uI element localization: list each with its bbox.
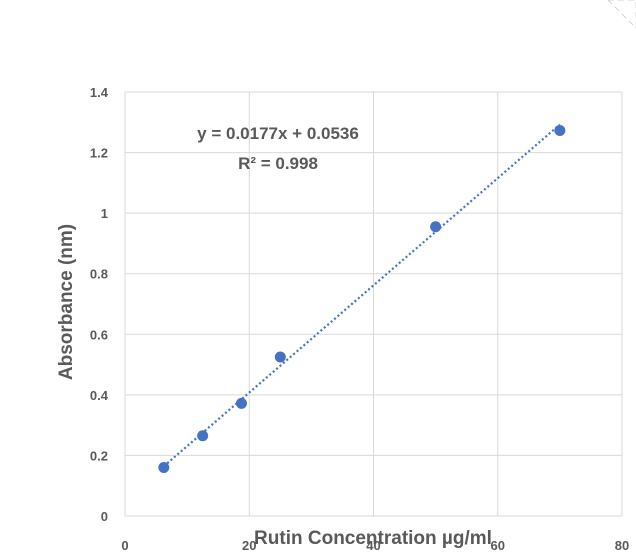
data-point — [158, 462, 170, 474]
y-tick-label: 0.6 — [90, 327, 108, 342]
y-tick-label: 1.2 — [90, 146, 108, 161]
data-points — [158, 124, 566, 474]
data-point — [274, 351, 286, 363]
y-tick-label: 1 — [101, 206, 108, 221]
y-tick-label: 0 — [101, 509, 108, 524]
x-axis-title: Rutin Concentration µg/ml — [254, 528, 492, 549]
data-point — [197, 430, 209, 442]
x-tick-label: 40 — [366, 538, 380, 553]
y-axis-title: Absorbance (nm) — [56, 224, 77, 380]
axes — [124, 92, 622, 517]
y-tick-label: 0.2 — [90, 448, 108, 463]
data-point — [430, 221, 442, 233]
data-point — [235, 397, 247, 409]
y-tick-label: 0.4 — [90, 388, 109, 403]
x-tick-label: 0 — [121, 538, 128, 553]
x-tick-label: 20 — [242, 538, 256, 553]
trendline — [163, 123, 561, 468]
trendline-equation: y = 0.0177x + 0.0536 — [197, 124, 359, 143]
tick-labels: 0 0.2 0.4 0.6 0.8 1 1.2 1.4 0 20 40 60 80 — [90, 85, 629, 553]
trendline-line — [163, 123, 561, 468]
x-tick-label: 80 — [615, 538, 629, 553]
x-tick-label: 60 — [491, 538, 505, 553]
page-corner-decoration — [607, 0, 636, 29]
data-point — [554, 124, 566, 136]
y-tick-label: 0.8 — [90, 267, 108, 282]
r-squared-label: R² = 0.998 — [238, 154, 318, 173]
grid — [125, 91, 623, 516]
y-tick-label: 1.4 — [90, 85, 109, 100]
